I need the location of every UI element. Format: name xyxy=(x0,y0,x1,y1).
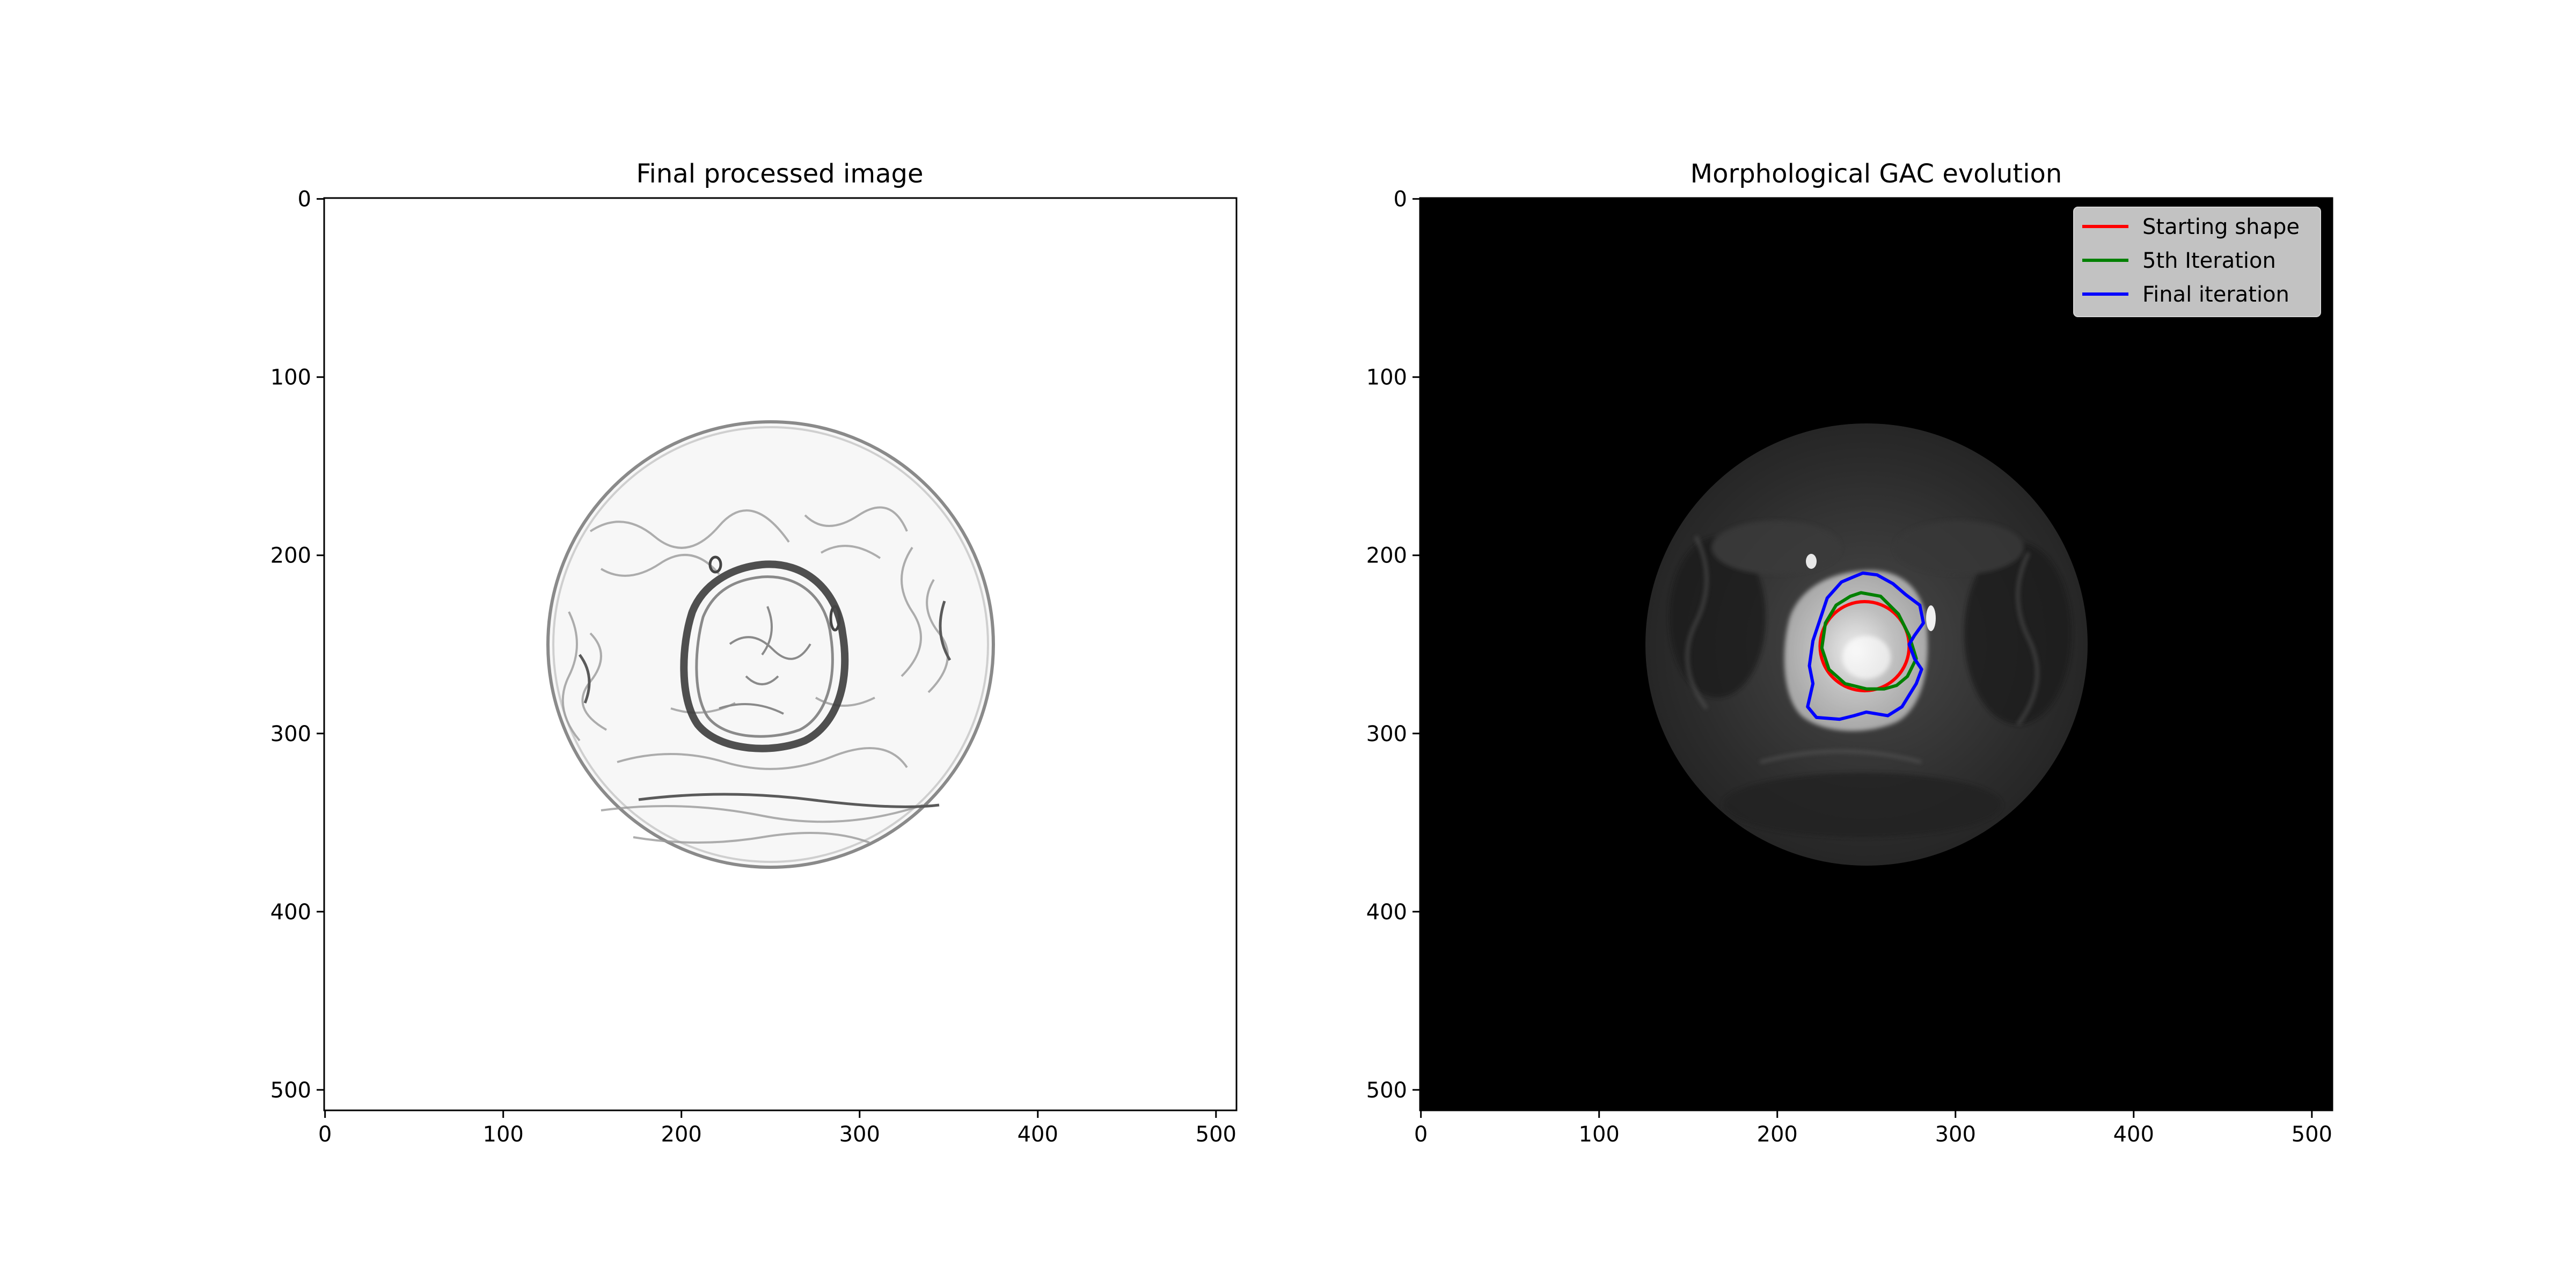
right-xtick-label: 100 xyxy=(1579,1122,1620,1147)
legend-box xyxy=(2073,207,2321,317)
right-ytick-label: 100 xyxy=(1366,365,1407,390)
left-xtick-label: 100 xyxy=(483,1122,524,1147)
right-ytick-label: 0 xyxy=(1394,187,1407,212)
left-ytick-label: 400 xyxy=(270,900,311,925)
left-ytick-label: 0 xyxy=(298,187,311,212)
right-ytick-label: 500 xyxy=(1366,1078,1407,1103)
right-xtick-label: 200 xyxy=(1757,1122,1798,1147)
left-ytick-label: 500 xyxy=(270,1078,311,1103)
left-xtick-label: 0 xyxy=(318,1122,332,1147)
left-panel: Final processed image xyxy=(270,159,1238,1147)
5th-iteration-contour xyxy=(1820,591,1918,691)
left-ytick-label: 300 xyxy=(270,722,311,747)
right-ytick-label: 300 xyxy=(1366,722,1407,747)
right-xtick-label: 300 xyxy=(1935,1122,1976,1147)
legend-label: Final iteration xyxy=(2142,282,2289,307)
right-axes-frame xyxy=(1419,197,2333,1111)
left-xtick-label: 400 xyxy=(1018,1122,1058,1147)
legend-label: Starting shape xyxy=(2142,215,2300,239)
left-axes-frame xyxy=(323,197,1238,1111)
right-xtick-label: 500 xyxy=(2292,1122,2332,1147)
left-ticks: 0 100 200 300 400 500 0 100 200 300 400 500 xyxy=(270,187,1236,1147)
left-xtick-label: 200 xyxy=(661,1122,702,1147)
left-xtick-label: 500 xyxy=(1196,1122,1236,1147)
left-xtick-label: 300 xyxy=(839,1122,880,1147)
final-iteration-contour xyxy=(1806,571,1925,721)
left-ytick-label: 100 xyxy=(270,365,311,390)
right-xtick-label: 0 xyxy=(1414,1122,1428,1147)
right-panel-title: Morphological GAC evolution xyxy=(1690,159,2062,189)
left-ytick-label: 200 xyxy=(270,544,311,568)
processed-image xyxy=(324,198,1236,1110)
right-xtick-label: 400 xyxy=(2113,1122,2154,1147)
mri-image xyxy=(1420,198,2332,1110)
right-ytick-label: 400 xyxy=(1366,900,1407,925)
right-ticks: 0 100 200 300 400 500 0 100 200 300 400 500 xyxy=(1366,187,2332,1147)
right-ytick-label: 200 xyxy=(1366,544,1407,568)
legend-label: 5th Iteration xyxy=(2142,248,2276,273)
right-panel: Morphological GAC evolution xyxy=(1366,159,2333,1147)
legend: Starting shape 5th Iteration Final iterati… xyxy=(2073,207,2321,317)
contour-layer xyxy=(1806,571,1925,721)
left-panel-title: Final processed image xyxy=(636,159,923,189)
